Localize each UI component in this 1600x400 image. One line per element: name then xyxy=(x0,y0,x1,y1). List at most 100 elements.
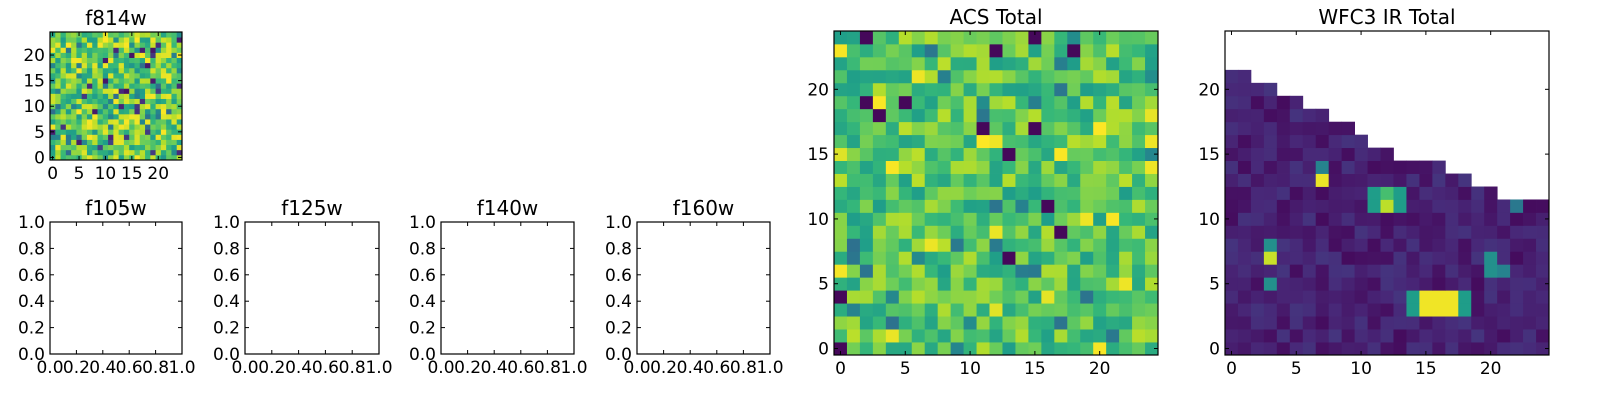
acs-total-panel-cell xyxy=(1093,225,1107,239)
f814w-panel-cell xyxy=(123,88,130,94)
f814w-panel-cell xyxy=(81,57,88,64)
wfc3-ir-total-panel-cell xyxy=(1367,251,1381,265)
acs-total-panel-cell xyxy=(1106,251,1120,265)
f814w-panel-cell xyxy=(150,113,156,120)
acs-total-panel-cell xyxy=(1041,31,1055,45)
wfc3-ir-total-panel-xtick-label: 20 xyxy=(1480,359,1502,379)
acs-total-panel-cell xyxy=(1119,264,1133,278)
f814w-panel-cell xyxy=(123,78,130,84)
wfc3-ir-total-panel-cell xyxy=(1380,329,1394,343)
wfc3-ir-total-panel-cell xyxy=(1250,290,1265,304)
f814w-panel-cell xyxy=(150,93,156,99)
wfc3-ir-total-panel-cell xyxy=(1393,290,1407,304)
acs-total-panel-cell xyxy=(1015,43,1029,58)
f814w-panel-cell xyxy=(176,119,183,125)
acs-total-panel-cell xyxy=(846,238,861,252)
acs-total-panel-cell xyxy=(1028,277,1042,291)
f814w-panel-cell xyxy=(92,72,98,79)
f814w-panel-cell xyxy=(150,62,156,69)
acs-total-panel-cell xyxy=(911,186,926,200)
wfc3-ir-total-panel-cell xyxy=(1289,199,1304,213)
f814w-panel-cell xyxy=(171,124,178,130)
acs-total-panel-cell xyxy=(976,342,990,356)
f814w-panel-cell xyxy=(60,134,67,140)
f814w-panel-cell xyxy=(155,72,162,79)
wfc3-ir-total-panel-cell xyxy=(1250,82,1265,97)
acs-total-panel-cell xyxy=(950,173,964,187)
f814w-panel-cell xyxy=(65,47,72,53)
acs-total-panel-cell xyxy=(846,95,861,110)
acs-total-panel-cell xyxy=(1106,342,1120,356)
acs-total-panel-cell xyxy=(1041,147,1055,161)
f814w-panel-cell xyxy=(139,98,146,105)
f814w-panel-cell xyxy=(176,62,183,69)
acs-total-panel-cell xyxy=(1093,277,1107,291)
f814w-panel-cell xyxy=(50,124,56,130)
f814w-panel-cell xyxy=(129,83,135,89)
acs-total-panel-cell xyxy=(989,251,1003,265)
acs-total-panel-cell xyxy=(872,82,887,97)
wfc3-ir-total-panel-cell xyxy=(1276,186,1291,200)
f814w-panel-cell xyxy=(171,113,178,120)
f814w-panel-cell xyxy=(123,47,130,53)
acs-total-panel-cell xyxy=(846,82,861,97)
f814w-panel-cell xyxy=(113,129,120,135)
f814w-panel-cell xyxy=(134,144,141,151)
wfc3-ir-total-panel-cell xyxy=(1458,277,1472,291)
acs-total-panel-cell xyxy=(1106,225,1120,239)
f814w-panel-cell xyxy=(134,108,141,115)
f814w-panel-cell xyxy=(129,47,135,53)
wfc3-ir-total-panel-cell xyxy=(1510,225,1524,239)
acs-total-panel-cell xyxy=(885,342,900,356)
f105w-panel-ytick-label: 0.6 xyxy=(18,266,45,286)
acs-total-panel-cell xyxy=(924,160,939,174)
f814w-panel-cell xyxy=(108,88,114,94)
f814w-panel-cell xyxy=(166,83,172,89)
acs-total-panel-cell xyxy=(898,121,913,136)
f105w-panel-ytick-label: 0.0 xyxy=(18,345,45,365)
wfc3-ir-total-panel-cell xyxy=(1393,238,1407,252)
f814w-panel-cell xyxy=(86,88,93,94)
f814w-panel-cell xyxy=(150,78,156,84)
f814w-panel-cell xyxy=(123,62,130,69)
acs-total-panel-cell xyxy=(1145,264,1159,278)
acs-total-panel-cell xyxy=(1002,251,1016,265)
f814w-panel-cell xyxy=(92,67,98,74)
f814w-panel-cell xyxy=(86,134,93,140)
f814w-panel-cell xyxy=(108,78,114,84)
acs-total-panel-cell xyxy=(911,43,926,58)
acs-total-panel-cell xyxy=(963,264,977,278)
acs-total-panel-cell xyxy=(859,95,874,110)
wfc3-ir-total-panel-cell xyxy=(1276,264,1291,278)
f814w-panel-cell xyxy=(171,57,178,64)
wfc3-ir-total-panel-xtick-label: 0 xyxy=(1226,359,1237,379)
acs-total-panel-cell xyxy=(834,95,848,110)
acs-total-panel-cell xyxy=(872,31,887,45)
acs-total-panel-cell xyxy=(1080,264,1094,278)
f814w-panel-cell xyxy=(71,154,77,161)
f814w-panel-cell xyxy=(139,113,146,120)
acs-total-panel-cell xyxy=(1028,225,1042,239)
f814w-panel-cell xyxy=(81,67,88,74)
f814w-panel-cell xyxy=(166,134,172,140)
wfc3-ir-total-panel-cell xyxy=(1250,316,1265,330)
acs-total-panel-cell xyxy=(872,303,887,317)
wfc3-ir-total-panel-cell xyxy=(1445,225,1459,239)
wfc3-ir-total-panel-cell xyxy=(1263,173,1278,187)
f814w-panel-cell xyxy=(97,52,104,58)
acs-total-panel-cell xyxy=(1028,121,1042,136)
acs-total-panel-cell xyxy=(834,316,848,330)
wfc3-ir-total-panel-cell xyxy=(1471,290,1485,304)
wfc3-ir-total-panel-cell xyxy=(1497,264,1511,278)
f814w-panel-cell xyxy=(123,67,130,74)
acs-total-panel-cell xyxy=(1119,251,1133,265)
acs-total-panel-cell xyxy=(1054,43,1068,58)
f814w-panel-cell xyxy=(166,47,172,53)
f814w-panel-cell xyxy=(71,139,77,146)
f814w-panel-cell xyxy=(102,47,109,53)
f814w-panel-cell xyxy=(92,52,98,58)
acs-total-panel-cell xyxy=(1080,173,1094,187)
f814w-panel-cell xyxy=(86,67,93,74)
acs-total-panel-cell xyxy=(1132,290,1146,304)
wfc3-ir-total-panel-cell xyxy=(1445,303,1459,317)
